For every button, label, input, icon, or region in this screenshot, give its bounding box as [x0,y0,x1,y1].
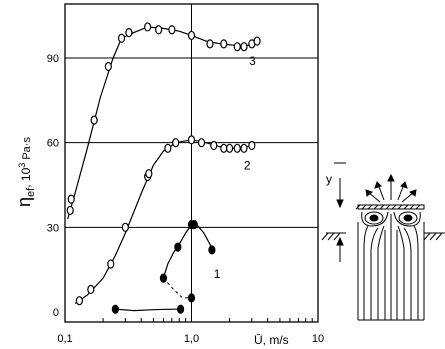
x-axis-title: Ū, m/s [254,333,289,347]
series-3-point [206,39,214,49]
series-3-point [233,42,241,52]
y-axis-title-main: η [14,197,34,207]
series-2-point [220,143,228,153]
series-3-point [104,61,112,72]
plot-area: 0 30 60 90 0,1 1,0 10 3 2 1 [47,3,324,345]
series-3-point [240,42,248,52]
svg-text:y: y [326,172,332,186]
series-3-point [67,194,75,204]
series-3-point [144,22,152,32]
series-1-curve [162,223,213,279]
series-2-point [172,138,180,148]
flow-schematic: y [321,162,445,321]
series-2-point [248,140,256,151]
series-2-point [233,143,241,153]
series-3-point [117,33,126,43]
series-3-point [90,115,98,125]
y-axis-title: ηef, 103 Pa·s [14,137,37,207]
series-1-point [208,245,216,255]
y-tick-label: 60 [47,138,59,150]
series-2-point [225,143,234,153]
series-2-point [187,135,196,145]
series-3-point [168,25,176,35]
y-tick-label: 0 [53,307,59,319]
x-tick-label: 0,1 [57,333,72,345]
series-1-label: 1 [214,267,221,281]
series-3-point [125,27,133,38]
series-2-point [75,296,84,306]
series-2-point [107,259,115,269]
series-1-point [111,304,119,314]
series-2-point [240,143,248,153]
x-tick-label: 1,0 [184,333,199,345]
series-2-point [210,140,218,151]
series-1-point [187,293,196,303]
y-axis-title-unit: Pa·s [21,137,33,163]
y-tick-label: 30 [47,222,59,234]
y-axis-title-sup: 3 [17,163,27,168]
series-2-point [87,284,95,295]
series-2-point [197,138,206,148]
y-axis-title-sub: ef [25,187,37,197]
series-2-label: 2 [244,158,251,172]
series-3-point [187,30,196,41]
series-1-dashed [163,277,192,299]
series-3-label: 3 [249,54,256,68]
series-2-point [145,169,153,179]
series-1-point [174,242,182,252]
y-tick-label: 90 [47,53,59,65]
series-3-point [220,39,228,49]
series-3-point [155,25,163,35]
series-2-point [164,143,172,153]
series-1-point [159,273,168,283]
series-1-curve [115,308,181,312]
series-1-point [190,219,198,230]
series-3-point [66,205,74,215]
y-axis-title-rest: , 10 [19,167,33,187]
series-3-point [253,36,261,46]
x-tick-label: 10 [312,333,324,345]
series-2-point [121,222,129,232]
series-1-point [176,304,185,314]
